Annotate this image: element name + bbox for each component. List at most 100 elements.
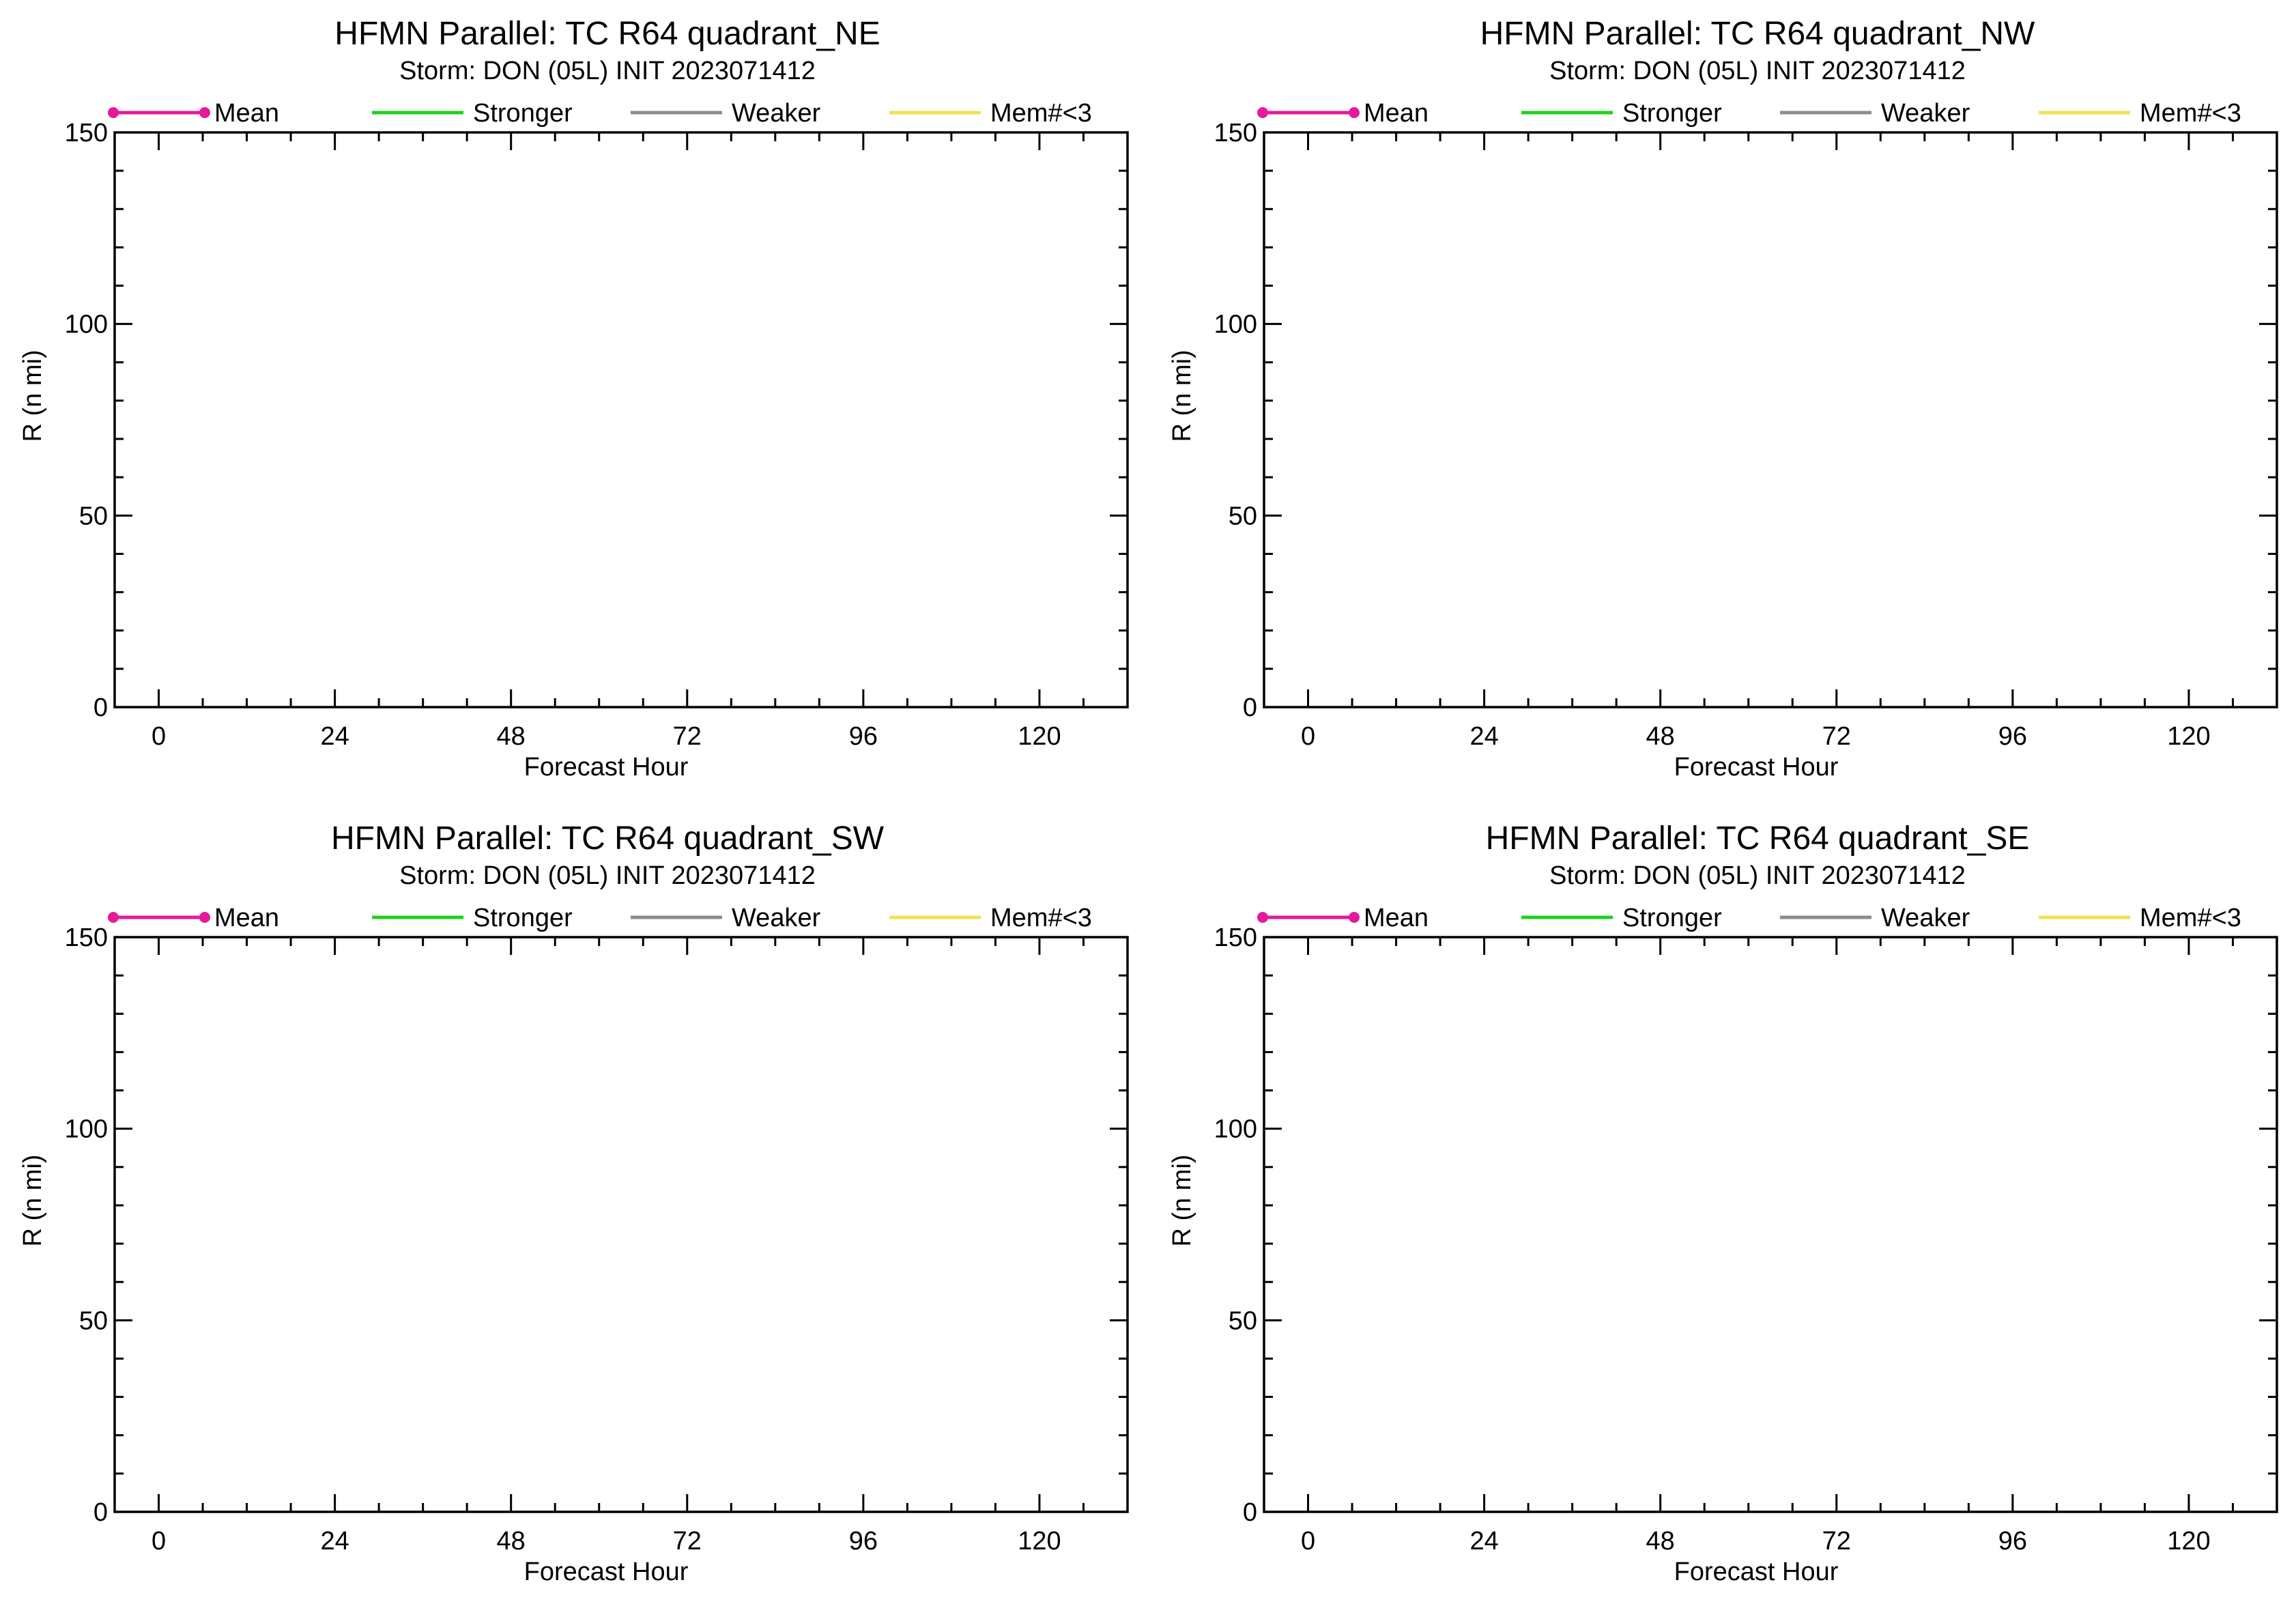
y-tick-label: 50	[1229, 502, 1257, 530]
x-axis-label: Forecast Hour	[1674, 1558, 1839, 1586]
y-tick-label: 150	[65, 923, 108, 952]
y-axis-label: R (n mi)	[18, 349, 47, 442]
x-tick-label: 24	[1469, 722, 1498, 751]
x-tick-label: 72	[1822, 722, 1851, 751]
legend-marker	[108, 107, 119, 118]
x-axis-label: Forecast Hour	[524, 753, 689, 782]
x-tick-label: 120	[1018, 722, 1061, 751]
y-tick-label: 0	[1243, 1498, 1257, 1527]
chart-title: HFMN Parallel: TC R64 quadrant_NW	[1480, 16, 2035, 52]
x-tick-label: 72	[1822, 1527, 1851, 1556]
x-axis-label: Forecast Hour	[1674, 753, 1839, 782]
legend-entry-weaker: Weaker	[1780, 904, 1970, 932]
legend-label: Stronger	[473, 99, 573, 128]
y-tick-label: 100	[65, 311, 108, 339]
legend-marker	[199, 107, 210, 118]
chart-title: HFMN Parallel: TC R64 quadrant_SW	[331, 820, 885, 857]
legend-label: Weaker	[1881, 904, 1970, 932]
y-tick-label: 50	[79, 502, 108, 530]
plot-frame	[1263, 131, 2278, 708]
legend-label: Stronger	[473, 904, 573, 932]
chart-panel-3: HFMN Parallel: TC R64 quadrant_SW Storm: …	[18, 820, 1129, 1586]
legend-label: Weaker	[732, 99, 821, 128]
legend-entry-weaker: Weaker	[631, 99, 821, 128]
x-tick-label: 120	[1018, 1527, 1061, 1556]
legend-entry-mem-3: Mem#<3	[2039, 99, 2241, 128]
legend-entry-stronger: Stronger	[1521, 99, 1722, 128]
chart-panel-4: HFMN Parallel: TC R64 quadrant_SE Storm: …	[1168, 820, 2278, 1586]
legend-entry-mean: Mean	[1257, 99, 1429, 128]
x-tick-label: 0	[1301, 722, 1315, 751]
x-tick-label: 48	[497, 722, 526, 751]
legend-marker	[1257, 912, 1268, 923]
legend-entry-weaker: Weaker	[1780, 99, 1970, 128]
y-tick-label: 0	[94, 693, 108, 722]
x-tick-label: 0	[152, 1527, 166, 1556]
chart-subtitle: Storm: DON (05L) INIT 2023071412	[1549, 861, 1966, 890]
x-tick-label: 72	[673, 1527, 702, 1556]
legend-entry-stronger: Stronger	[372, 904, 573, 932]
y-axis-label: R (n mi)	[1168, 349, 1196, 442]
x-tick-label: 0	[152, 722, 166, 751]
x-tick-label: 24	[320, 722, 349, 751]
y-tick-label: 0	[94, 1498, 108, 1527]
chart-panel-2: HFMN Parallel: TC R64 quadrant_NW Storm: …	[1168, 16, 2278, 782]
y-axis-label: R (n mi)	[1168, 1154, 1196, 1246]
legend-label: Mem#<3	[990, 99, 1092, 128]
chart-subtitle: Storm: DON (05L) INIT 2023071412	[1549, 57, 1966, 85]
y-tick-label: 50	[79, 1306, 108, 1335]
y-tick-label: 150	[65, 119, 108, 147]
chart-panel-1: HFMN Parallel: TC R64 quadrant_NE Storm: …	[18, 16, 1129, 782]
y-axis-label: R (n mi)	[18, 1154, 47, 1246]
legend-label: Mean	[1364, 904, 1429, 932]
chart-title: HFMN Parallel: TC R64 quadrant_SE	[1486, 820, 2030, 857]
chart-subtitle: Storm: DON (05L) INIT 2023071412	[399, 57, 816, 85]
x-tick-label: 48	[497, 1527, 526, 1556]
legend-marker	[1349, 912, 1360, 923]
x-tick-label: 24	[1469, 1527, 1498, 1556]
legend-label: Weaker	[732, 904, 821, 932]
legend-entry-mean: Mean	[108, 99, 279, 128]
legend-label: Mem#<3	[990, 904, 1092, 932]
legend-label: Mean	[1364, 99, 1429, 128]
y-tick-label: 100	[65, 1115, 108, 1144]
legend-marker	[1349, 107, 1360, 118]
legend-entry-mean: Mean	[108, 904, 279, 932]
legend-entry-mem-3: Mem#<3	[2039, 904, 2241, 932]
legend-label: Weaker	[1881, 99, 1970, 128]
x-tick-label: 96	[849, 1527, 878, 1556]
chart-subtitle: Storm: DON (05L) INIT 2023071412	[399, 861, 816, 890]
y-tick-label: 150	[1214, 119, 1257, 147]
legend-entry-stronger: Stronger	[1521, 904, 1722, 932]
x-tick-label: 72	[673, 722, 702, 751]
chart-title: HFMN Parallel: TC R64 quadrant_NE	[334, 16, 880, 52]
y-tick-label: 50	[1229, 1306, 1257, 1335]
x-tick-label: 48	[1646, 722, 1675, 751]
legend-marker	[199, 912, 210, 923]
plot-frame	[1263, 936, 2278, 1513]
x-tick-label: 120	[2167, 722, 2210, 751]
plot-frame	[113, 936, 1129, 1513]
legend-entry-weaker: Weaker	[631, 904, 821, 932]
legend-label: Mean	[214, 904, 279, 932]
legend-label: Stronger	[1622, 904, 1722, 932]
legend-entry-mem-3: Mem#<3	[889, 99, 1092, 128]
x-tick-label: 24	[320, 1527, 349, 1556]
legend-label: Mem#<3	[2140, 99, 2241, 128]
x-tick-label: 48	[1646, 1527, 1675, 1556]
plot-frame	[113, 131, 1129, 708]
x-tick-label: 0	[1301, 1527, 1315, 1556]
y-tick-label: 0	[1243, 693, 1257, 722]
x-tick-label: 96	[1998, 722, 2027, 751]
x-tick-label: 96	[1998, 1527, 2027, 1556]
x-tick-label: 96	[849, 722, 878, 751]
legend-entry-stronger: Stronger	[372, 99, 573, 128]
legend-marker	[1257, 107, 1268, 118]
x-axis-label: Forecast Hour	[524, 1558, 689, 1586]
legend-entry-mean: Mean	[1257, 904, 1429, 932]
y-tick-label: 150	[1214, 923, 1257, 952]
legend-marker	[108, 912, 119, 923]
y-tick-label: 100	[1214, 1115, 1257, 1144]
x-tick-label: 120	[2167, 1527, 2210, 1556]
